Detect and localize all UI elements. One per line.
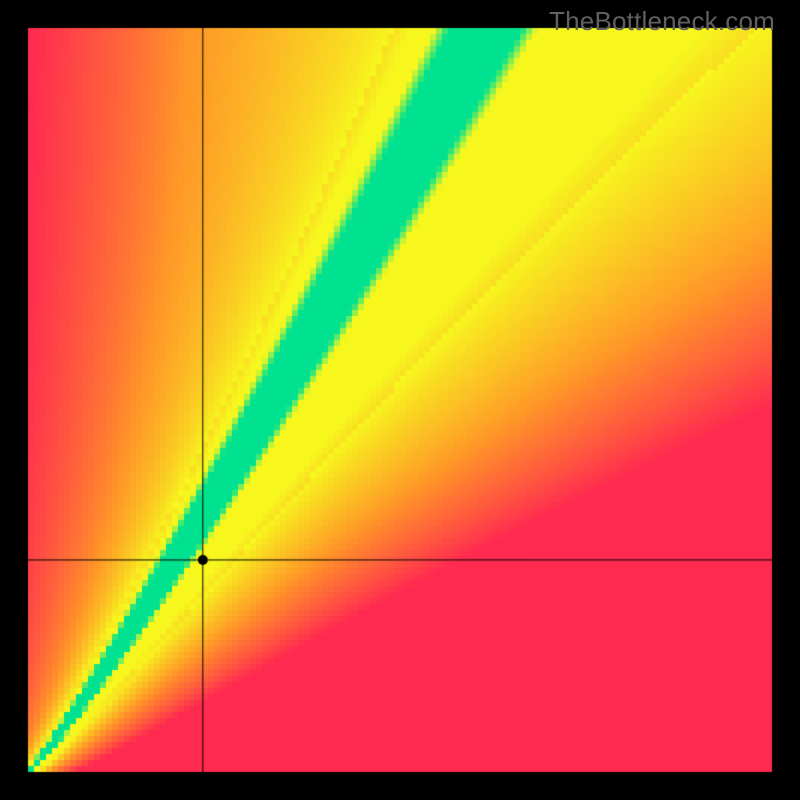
watermark-text: TheBottleneck.com <box>549 6 775 37</box>
heatmap-canvas <box>0 0 800 800</box>
chart-container: TheBottleneck.com <box>0 0 800 800</box>
